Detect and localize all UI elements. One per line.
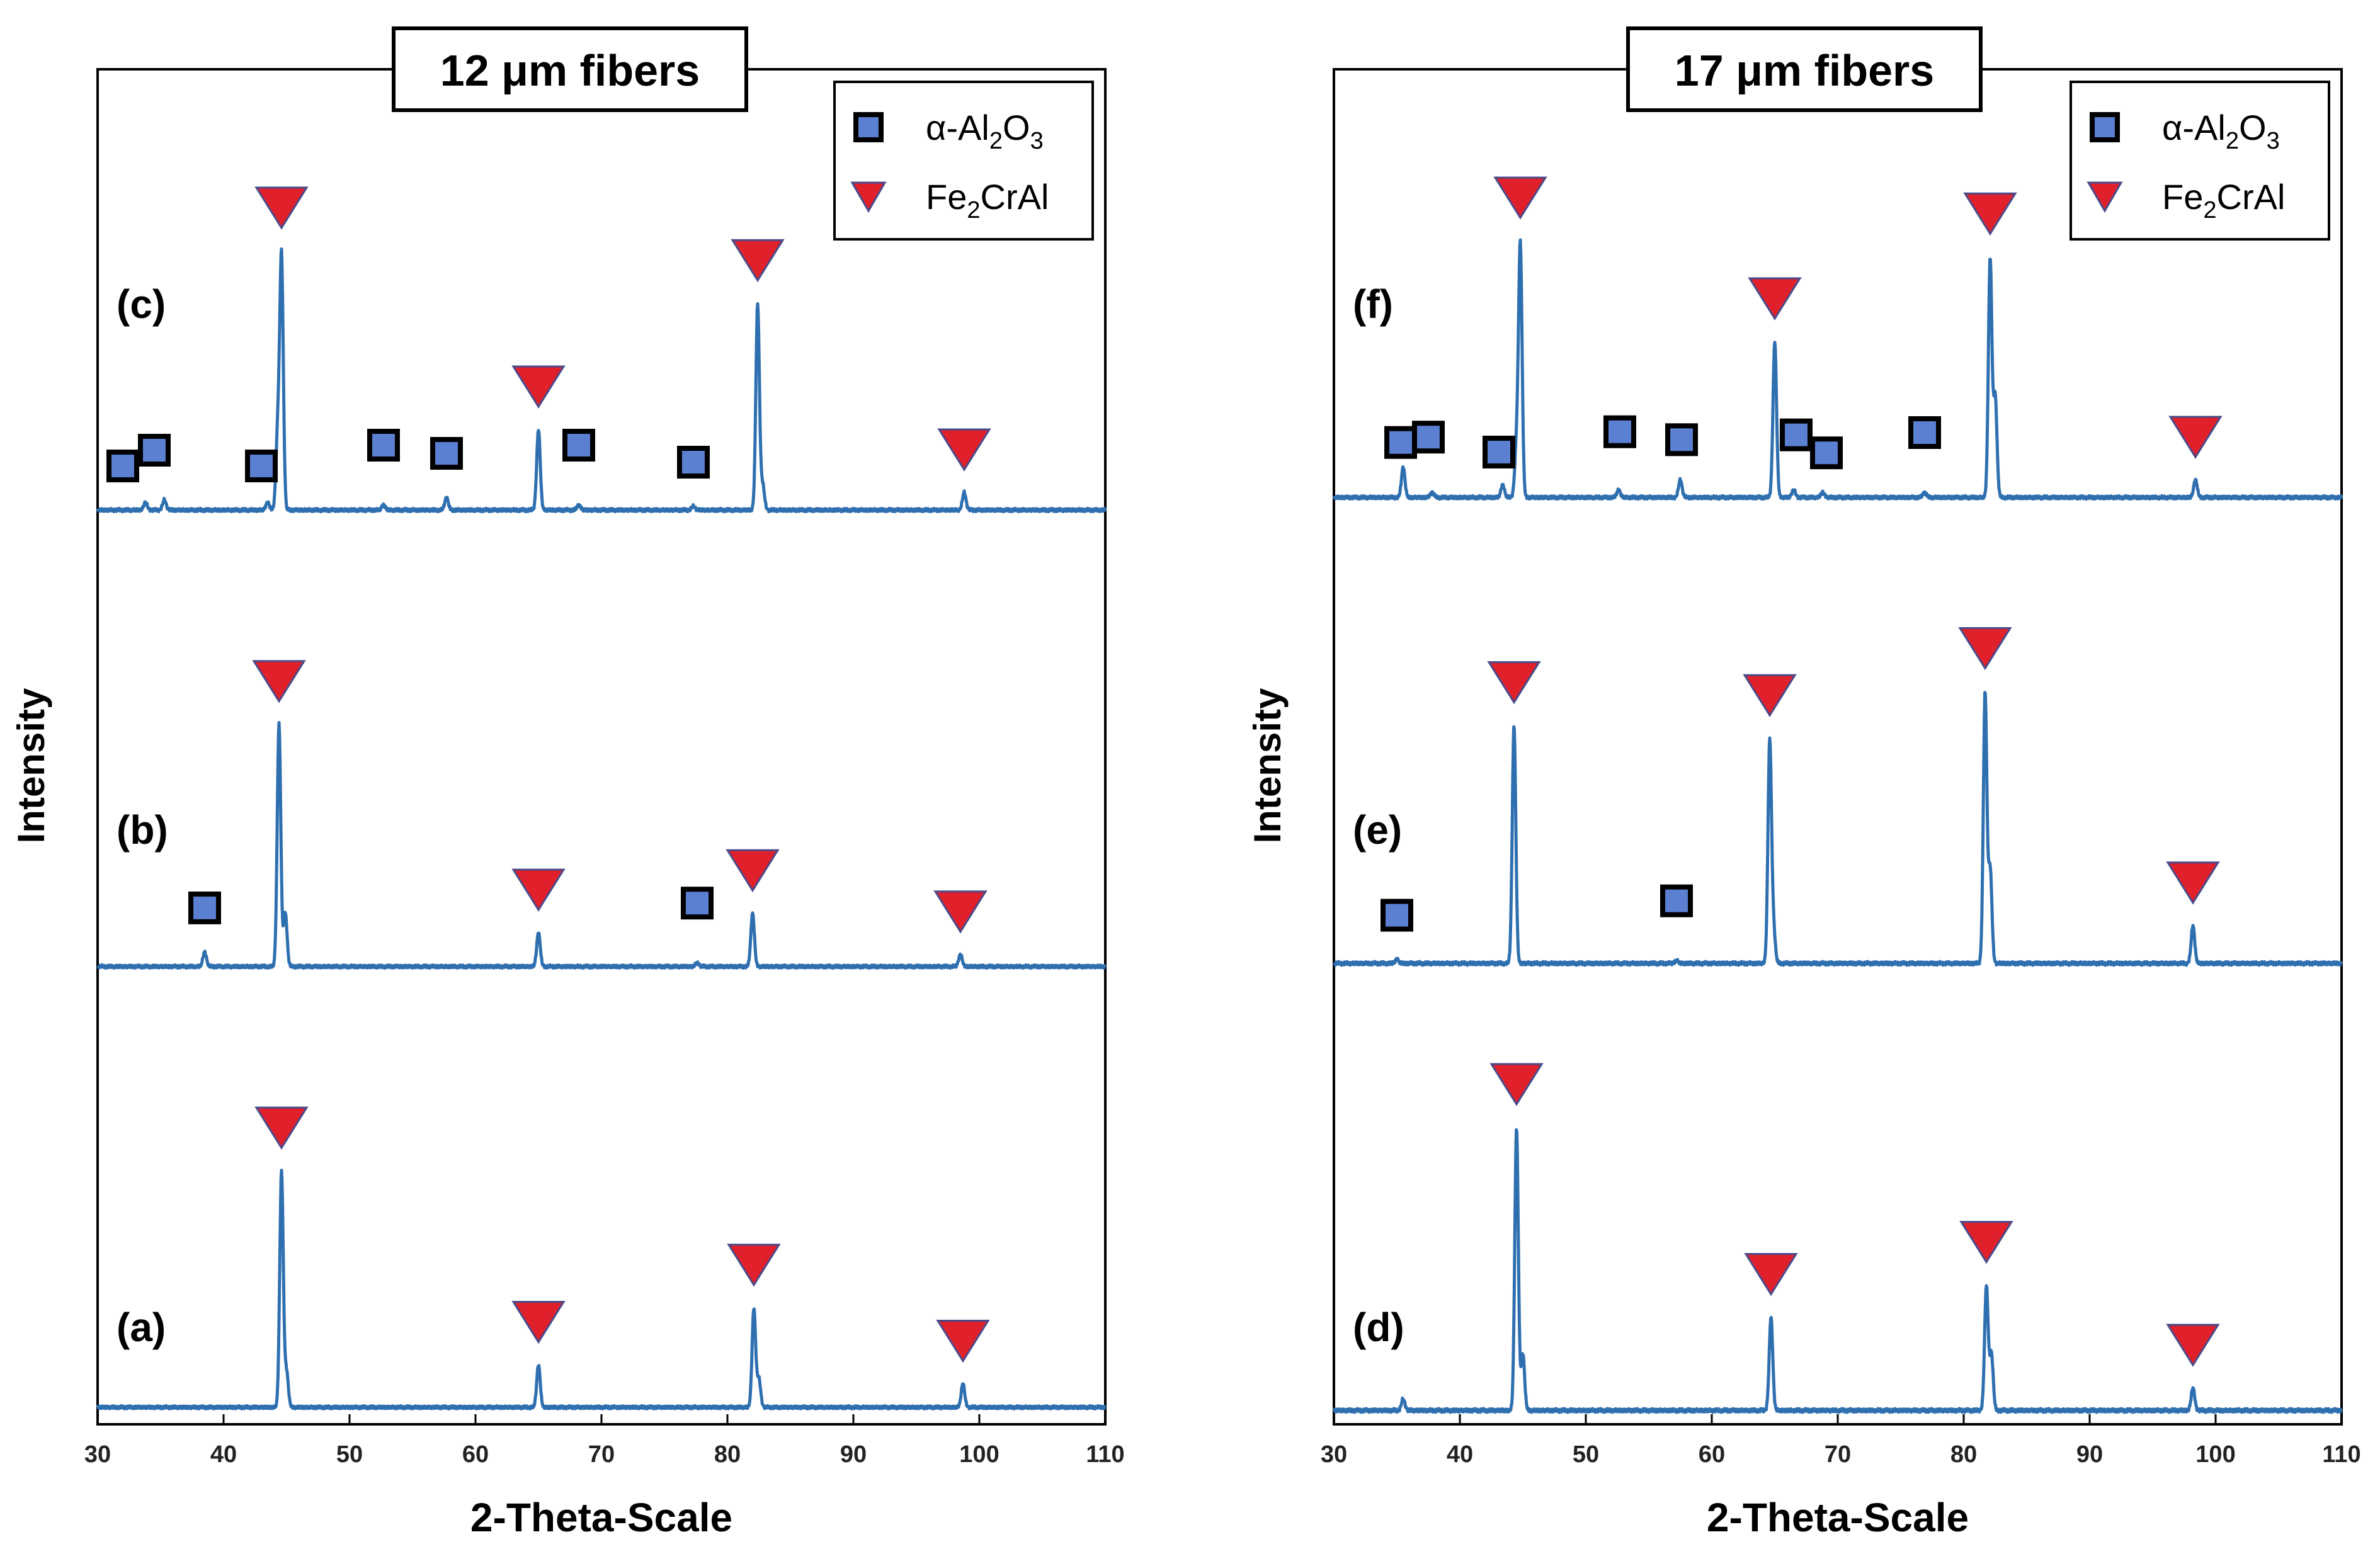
al2o3-marker	[1908, 416, 1941, 449]
x-tick-label: 60	[462, 1441, 489, 1468]
al2o3-marker	[1483, 435, 1515, 468]
x-tick-label: 110	[2322, 1441, 2360, 1468]
fe2cral-marker	[254, 1106, 309, 1150]
plot-frame	[1333, 68, 2343, 1426]
title-box	[1626, 26, 1983, 112]
fe2cral-marker	[511, 365, 566, 409]
xrd-trace-d	[1332, 1128, 2343, 1414]
legend-entry-fe2cral: Fe2CrAl	[2162, 177, 2285, 224]
x-tick-label: 40	[1447, 1441, 1473, 1468]
legend-entry-al2o3: α-Al2O3	[926, 108, 1044, 154]
series-label: (f)	[1353, 281, 1393, 327]
al2o3-marker	[245, 449, 278, 482]
x-tick-label: 90	[2076, 1441, 2103, 1468]
x-tick-label: 110	[1086, 1441, 1124, 1468]
al2o3-marker	[367, 429, 400, 462]
title-box	[392, 26, 748, 112]
series-label: (a)	[117, 1305, 166, 1350]
legend-triangle-marker	[2087, 181, 2123, 213]
legend-entry-al2o3: α-Al2O3	[2162, 108, 2280, 154]
x-tick-label: 80	[1950, 1441, 1977, 1468]
al2o3-marker	[138, 433, 171, 467]
al2o3-marker	[1780, 418, 1813, 451]
x-tick-label: 80	[714, 1441, 741, 1468]
fe2cral-marker	[727, 1244, 781, 1287]
fe2cral-marker	[2166, 1324, 2220, 1367]
al2o3-marker	[1603, 415, 1636, 448]
panel-2: 17 μm fibers α-Al2O3 Fe2CrAl Intensity 30 40 5…	[1246, 26, 2361, 1540]
al2o3-marker	[1384, 426, 1417, 459]
fe2cral-marker	[2166, 861, 2220, 905]
al2o3-marker	[1381, 899, 1413, 932]
x-axis-label: 2-Theta-Scale	[470, 1495, 732, 1540]
legend-entry-fe2cral: Fe2CrAl	[926, 177, 1049, 224]
fe2cral-marker	[726, 849, 780, 893]
legend-box	[2070, 81, 2330, 241]
fe2cral-marker	[1489, 1063, 1544, 1106]
y-axis-label: Intensity	[1246, 688, 1289, 843]
x-tick-label: 70	[588, 1441, 615, 1468]
fe2cral-marker	[252, 660, 306, 703]
legend-box	[833, 81, 1094, 241]
legend-square-marker	[853, 112, 884, 142]
chart-title: 17 μm fibers	[1675, 46, 1934, 95]
x-tick-label: 50	[336, 1441, 363, 1468]
fe2cral-marker	[1958, 627, 2012, 671]
al2o3-marker	[1810, 436, 1843, 470]
xrd-trace-c	[96, 247, 1107, 514]
x-tick-label: 90	[840, 1441, 867, 1468]
series-label: (c)	[117, 281, 166, 327]
fe2cral-marker	[2168, 416, 2223, 459]
chart-title: 12 μm fibers	[440, 46, 700, 95]
fe2cral-marker	[937, 428, 991, 472]
legend-triangle-marker	[850, 181, 887, 213]
fe2cral-marker	[1748, 277, 1802, 320]
al2o3-marker	[1665, 423, 1698, 457]
al2o3-marker	[1660, 884, 1693, 917]
legend-square-marker	[2090, 112, 2120, 142]
fe2cral-marker	[1963, 192, 2017, 236]
fe2cral-marker	[511, 1301, 566, 1344]
al2o3-marker	[106, 450, 139, 482]
x-tick-label: 50	[1573, 1441, 1599, 1468]
al2o3-marker	[430, 437, 463, 470]
series-label: (e)	[1353, 807, 1402, 853]
series-label: (d)	[1353, 1305, 1404, 1350]
series-label: (b)	[117, 807, 168, 853]
fe2cral-marker	[511, 868, 566, 912]
fe2cral-marker	[936, 1320, 990, 1363]
al2o3-marker	[562, 429, 595, 462]
x-tick-label: 100	[959, 1441, 999, 1468]
al2o3-marker	[188, 891, 221, 924]
al2o3-marker	[1412, 421, 1445, 454]
x-tick-label: 70	[1825, 1441, 1851, 1468]
x-tick-label: 60	[1699, 1441, 1725, 1468]
x-tick-label: 40	[210, 1441, 237, 1468]
x-tick-label: 30	[1321, 1441, 1347, 1468]
xrd-trace-b	[96, 721, 1107, 970]
fe2cral-marker	[731, 239, 785, 283]
xrd-trace-a	[96, 1169, 1107, 1411]
panel-1: 12 μm fibers α-Al2O3 Fe2CrAl Intensity 30 40 5…	[10, 26, 1125, 1540]
x-tick-label: 30	[84, 1441, 111, 1468]
x-tick-label: 100	[2195, 1441, 2235, 1468]
fe2cral-marker	[933, 890, 988, 934]
y-axis-label: Intensity	[10, 688, 52, 843]
fe2cral-marker	[1487, 661, 1541, 705]
xrd-trace-e	[1333, 691, 2343, 967]
fe2cral-marker	[1743, 674, 1797, 718]
al2o3-marker	[681, 887, 714, 920]
xrd-trace-f	[1332, 238, 2343, 501]
x-axis-label: 2-Theta-Scale	[1707, 1495, 1969, 1540]
fe2cral-marker	[1744, 1253, 1798, 1296]
al2o3-marker	[677, 446, 710, 479]
fe2cral-marker	[1959, 1220, 2013, 1264]
plot-frame	[96, 68, 1107, 1426]
fe2cral-marker	[254, 186, 309, 230]
fe2cral-marker	[1493, 176, 1547, 220]
